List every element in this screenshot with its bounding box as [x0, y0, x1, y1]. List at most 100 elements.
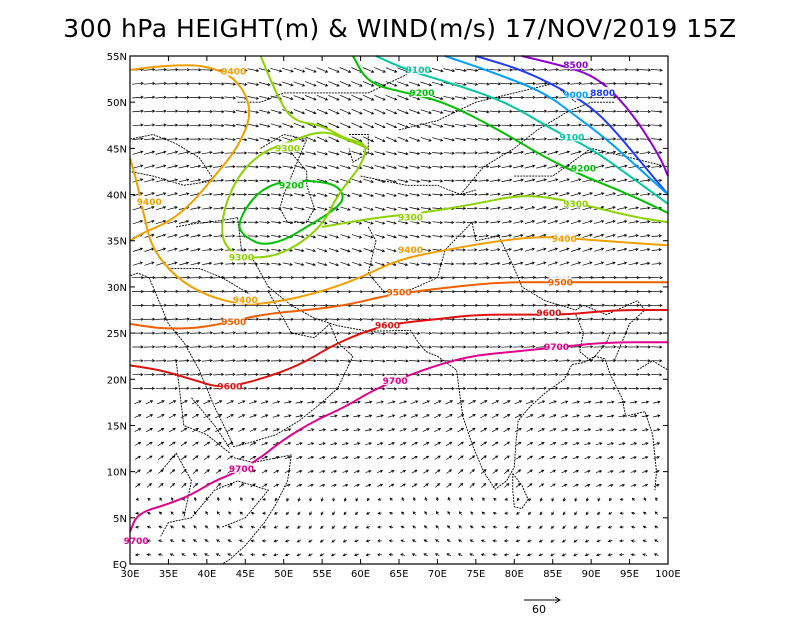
wind-arrow [570, 192, 582, 197]
x-tick-label: 85E [543, 569, 562, 580]
wind-arrow [558, 289, 571, 293]
wind-arrow [467, 206, 478, 210]
wind-arrow [561, 469, 568, 474]
wind-arrow [547, 331, 559, 335]
wind-arrow [316, 108, 329, 115]
contour-label: 8500 [563, 61, 588, 71]
wind-arrow [466, 289, 479, 294]
wind-arrow [582, 261, 593, 266]
wind-arrow [616, 289, 629, 294]
wind-arrow [512, 95, 525, 100]
wind-arrow [307, 414, 315, 418]
wind-arrow [582, 192, 593, 197]
wind-arrow [374, 234, 386, 239]
wind-arrow [318, 428, 327, 432]
wind-arrow [201, 82, 214, 86]
wind-arrow [501, 345, 513, 349]
wind-arrow [536, 206, 547, 211]
x-tick-label: 40E [197, 569, 216, 580]
wind-arrow [469, 482, 475, 488]
wind-arrow [535, 275, 548, 279]
wind-arrow [470, 497, 474, 502]
wind-arrow [411, 539, 417, 543]
wind-arrow [617, 220, 628, 224]
wind-arrow [524, 81, 536, 86]
wind-arrow [420, 331, 433, 335]
wind-arrow [583, 400, 592, 404]
wind-arrow [294, 206, 305, 211]
wind-arrow [158, 525, 163, 529]
wind-arrow [493, 497, 497, 501]
height-contour-9000 [444, 55, 669, 196]
wind-arrow [362, 304, 375, 308]
contour-label-bg [545, 340, 568, 351]
wind-arrow [630, 442, 638, 446]
wind-arrow [504, 497, 509, 501]
wind-arrow [433, 400, 442, 405]
wind-arrow [247, 165, 259, 169]
wind-arrow [204, 525, 209, 529]
wind-arrow [639, 96, 652, 100]
wind-arrow [608, 511, 613, 515]
wind-arrow [377, 497, 382, 501]
wind-arrow [489, 317, 502, 321]
wind-arrow [538, 442, 545, 446]
wind-arrow [559, 247, 570, 252]
wind-arrow [272, 414, 281, 418]
wind-arrow [424, 510, 428, 515]
wind-arrow [132, 261, 143, 266]
wind-arrow [320, 511, 324, 516]
wind-arrow [212, 289, 225, 293]
wind-arrow [443, 68, 456, 73]
wind-arrow [225, 262, 236, 266]
wind-arrow [630, 414, 638, 418]
wind-arrow [144, 247, 155, 252]
wind-arrow [166, 137, 179, 141]
wind-arrow [213, 345, 225, 349]
wind-arrow [143, 317, 156, 321]
wind-arrow [512, 303, 525, 307]
wind-arrow [549, 414, 557, 418]
wind-arrow [248, 234, 259, 238]
wind-arrow [512, 345, 525, 349]
wind-arrow [619, 497, 624, 501]
wind-arrow [354, 539, 359, 543]
wind-arrow [443, 193, 455, 197]
wind-arrow [180, 455, 187, 460]
y-tick-label: 50N [107, 98, 127, 109]
wind-arrow [340, 248, 351, 253]
wind-arrow [639, 359, 651, 363]
wind-arrow [549, 428, 557, 432]
contour-label: 9600 [375, 322, 400, 332]
contour-label: 9400 [233, 296, 258, 306]
wind-arrow [316, 373, 329, 377]
wind-arrow [351, 206, 363, 211]
wind-arrow [146, 525, 152, 529]
wind-arrow [560, 414, 569, 418]
wind-arrow [408, 345, 421, 349]
wind-arrow [537, 414, 546, 418]
wind-arrow [434, 469, 441, 474]
wind-arrow [155, 317, 168, 321]
wind-arrow [293, 81, 306, 87]
wind-arrow [307, 483, 314, 487]
wind-arrow [455, 123, 467, 128]
coastline-segment [460, 101, 615, 195]
wind-arrow [641, 442, 649, 446]
contour-label: 9200 [410, 89, 435, 99]
wind-arrow [512, 359, 525, 363]
wind-arrow [259, 220, 271, 225]
wind-arrow [190, 220, 201, 224]
wind-arrow [538, 455, 545, 460]
wind-arrow [293, 122, 305, 128]
contour-label-bg [222, 316, 245, 327]
wind-arrow [501, 164, 513, 169]
wind-arrow [408, 123, 421, 128]
wind-arrow [343, 511, 347, 516]
wind-arrow [420, 303, 433, 308]
wind-arrow [259, 165, 271, 169]
wind-arrow [478, 206, 490, 210]
wind-arrow [258, 275, 272, 280]
wind-arrow [573, 539, 578, 543]
x-tick-label: 35E [159, 569, 178, 580]
